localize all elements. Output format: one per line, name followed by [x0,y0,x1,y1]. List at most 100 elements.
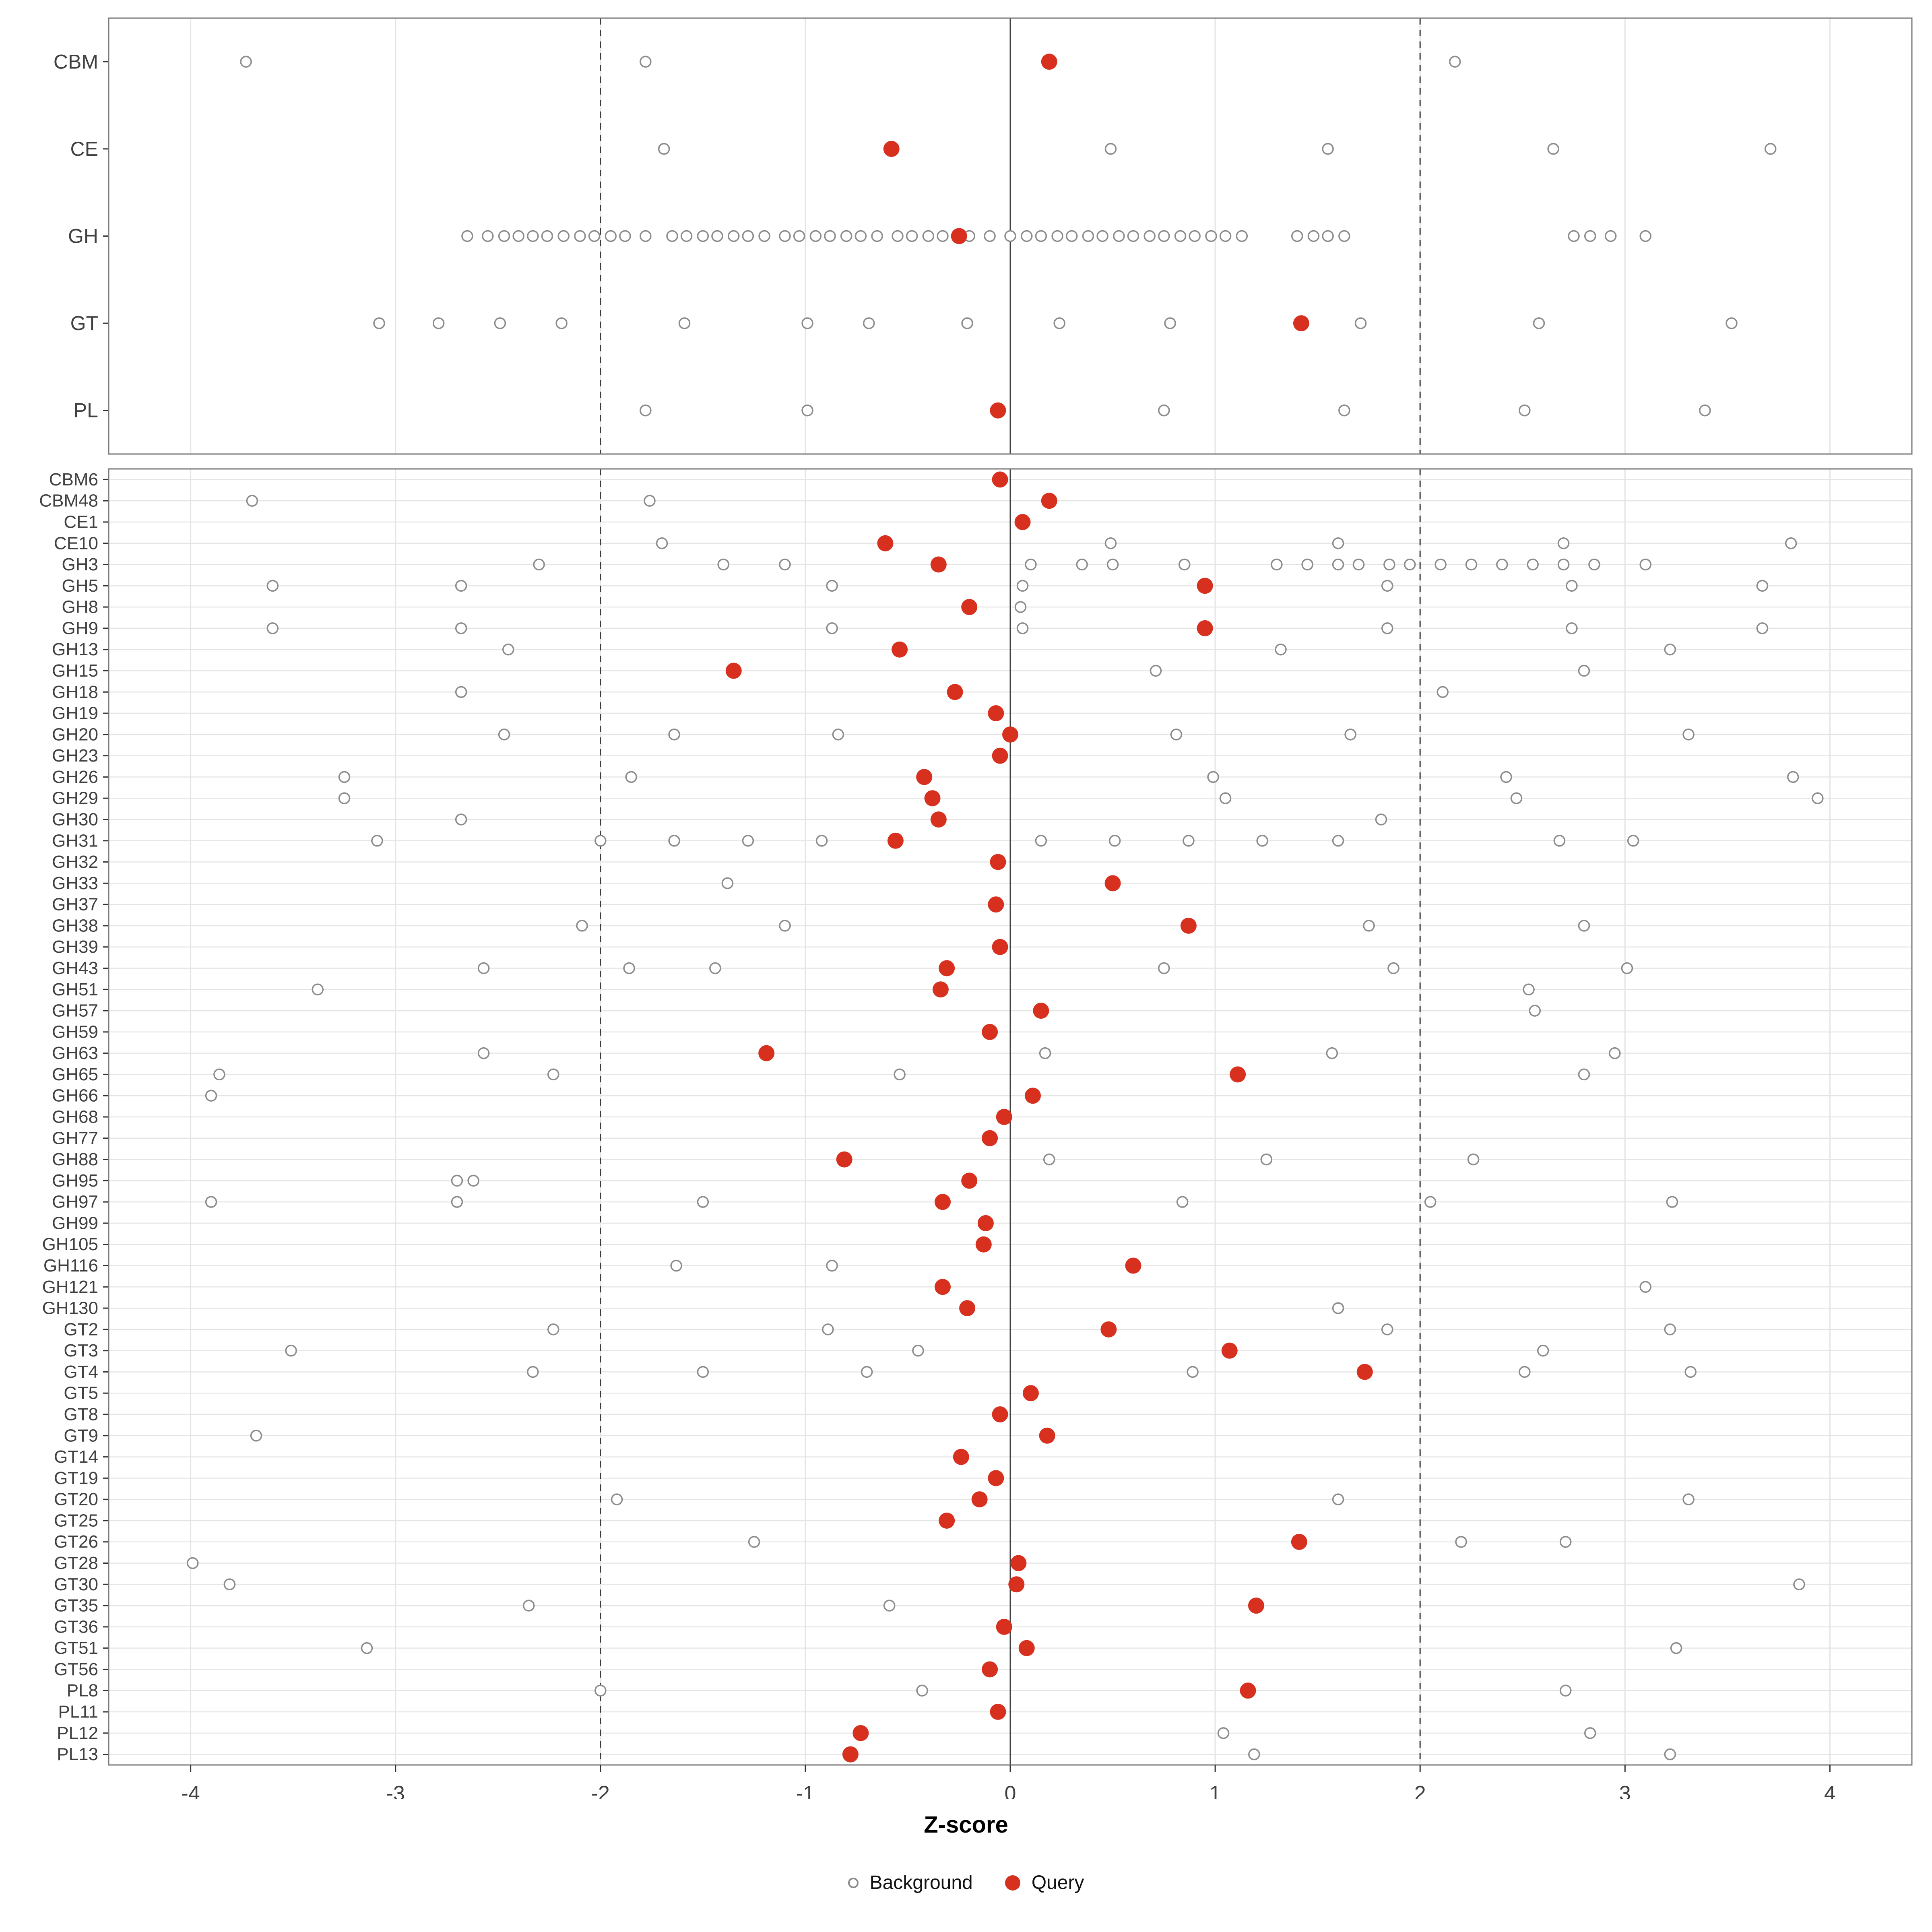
query-point [951,228,967,244]
background-point [1756,580,1769,592]
background-point [455,813,467,826]
y-axis-label: GH20 [52,724,98,744]
background-point [1533,317,1545,329]
query-point [892,641,908,658]
query-point [877,535,894,551]
background-point [779,230,791,242]
query-point [1010,1555,1027,1571]
background-point [1609,1047,1621,1059]
background-point [1035,835,1047,847]
query-point [1025,1088,1041,1104]
y-axis-label: GT14 [54,1447,98,1467]
background-point [666,230,678,242]
background-point [1375,813,1387,826]
y-axis-label: GH65 [52,1065,98,1084]
background-point [1387,962,1399,974]
background-point [1205,230,1217,242]
background-point [1670,1642,1682,1654]
query-point [1041,493,1057,509]
query-point [1125,1257,1141,1274]
background-point [1664,643,1676,656]
background-point [361,1642,373,1654]
background-point [285,1344,297,1357]
y-axis-label: GT19 [54,1468,98,1488]
background-point [205,1090,217,1102]
background-point [883,1600,896,1612]
background-point [1004,230,1016,242]
background-point [527,1366,539,1378]
background-point [547,1323,559,1335]
y-axis-label: GH43 [52,958,98,978]
x-axis-tick-label: -3 [386,1782,405,1799]
background-point [1082,230,1094,242]
legend-label-background: Background [869,1872,973,1893]
query-point [1356,1364,1373,1380]
background-point [455,622,467,634]
background-point [1113,230,1125,242]
background-point [1785,537,1797,549]
background-point [832,729,844,741]
background-point [922,230,935,242]
background-point [1437,686,1449,698]
query-point [996,1618,1012,1635]
background-point [1104,537,1117,549]
background-point [826,622,838,634]
background-point [451,1196,463,1208]
background-point [668,835,680,847]
background-point [205,1196,217,1208]
background-point [1500,771,1512,783]
query-point [930,811,947,828]
y-axis-label: GH30 [52,809,98,829]
y-axis-label: GT36 [54,1617,98,1637]
background-point [467,1174,479,1187]
background-point [742,230,754,242]
background-point [1025,558,1037,571]
background-point [656,537,668,549]
background-point [801,404,813,417]
background-point [619,230,631,242]
background-point [502,643,514,656]
y-axis-label: PL12 [57,1723,98,1743]
background-point [1465,558,1478,571]
y-axis-label: GH68 [52,1107,98,1127]
background-point [640,404,652,417]
y-axis-label: GH37 [52,895,98,914]
query-point [990,854,1006,870]
query-point [725,663,742,679]
background-point [338,771,351,783]
query-point [935,1194,951,1210]
background-point [312,983,324,996]
query-point [953,1449,969,1465]
background-point [477,962,490,974]
query-point [916,769,933,785]
background-point [574,230,586,242]
background-point [697,230,709,242]
background-point [742,835,754,847]
query-point [1100,1321,1117,1338]
background-point [1793,1578,1805,1591]
y-axis-label: GH3 [62,555,98,574]
y-axis-label: GH26 [52,767,98,787]
background-point [1812,792,1824,804]
background-point [779,558,791,571]
y-axis-label: GT5 [64,1383,98,1403]
query-point [961,599,978,615]
query-point [939,1512,955,1529]
query-point [1293,315,1309,332]
background-point [494,317,506,329]
background-point [1404,558,1416,571]
background-point [1332,537,1344,549]
y-axis-label: GH32 [52,852,98,872]
background-point [541,230,553,242]
background-point [1150,665,1162,677]
background-point [625,771,637,783]
background-point [1014,601,1027,613]
background-point [861,1366,873,1378]
y-axis-label: GT9 [64,1426,98,1445]
background-point [498,729,510,741]
y-axis-label: GH66 [52,1086,98,1106]
background-point [186,1557,199,1569]
query-point [992,939,1008,955]
background-legend-marker-icon [848,1877,859,1888]
background-point [1187,1366,1199,1378]
